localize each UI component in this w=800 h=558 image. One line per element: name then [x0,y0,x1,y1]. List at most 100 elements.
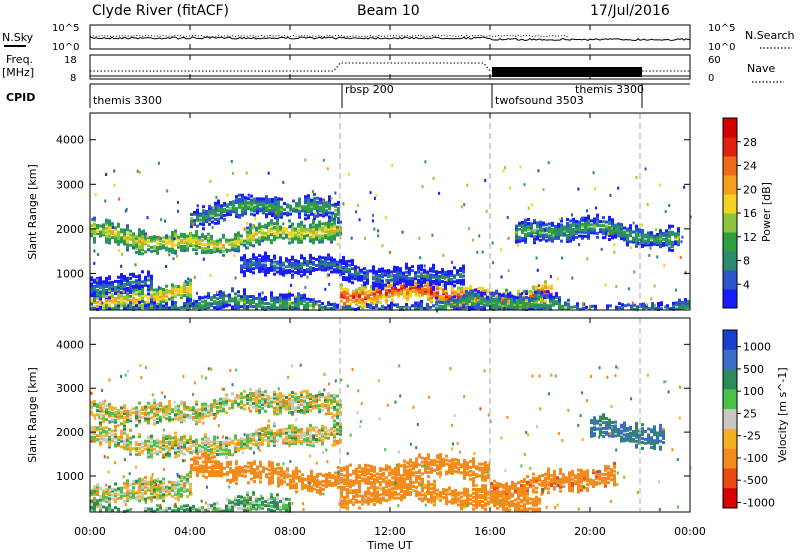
heatmap-cell [327,437,330,440]
heatmap-cell [240,406,243,409]
heatmap-cell [321,433,324,436]
heatmap-cell [258,388,261,391]
heatmap-cell [123,500,126,503]
heatmap-cell [664,306,666,309]
heatmap-cell [465,306,468,309]
heatmap-cell [189,445,192,448]
heatmap-cell [212,226,214,229]
heatmap-cell [168,236,171,239]
heatmap-cell [138,447,141,450]
heatmap-cell [165,234,168,237]
colorbar-tick-label: 16 [743,207,757,220]
heatmap-cell [147,444,150,447]
heatmap-cell [545,233,548,236]
power-ylabel: Slant Range [km] [26,164,39,260]
heatmap-cell [552,234,554,237]
nave-tick-top: 60 [708,55,721,66]
heatmap-cell [447,300,450,303]
heatmap-cell [264,427,267,430]
heatmap-cell [558,296,561,299]
heatmap-cell [289,225,291,228]
heatmap-cell [310,199,313,202]
heatmap-cell [138,410,141,413]
heatmap-cell [635,176,637,179]
heatmap-cell [292,200,295,203]
heatmap-cell [117,289,120,292]
heatmap-cell [408,267,411,270]
y-tick-label: 3000 [56,178,84,191]
heatmap-cell [135,304,138,307]
heatmap-cell [471,289,474,292]
heatmap-cell [372,219,374,222]
heatmap-cell [196,225,199,228]
heatmap-cell [129,244,132,247]
heatmap-cell [255,256,258,259]
heatmap-cell [585,306,588,309]
heatmap-cell [627,303,630,306]
heatmap-cell [222,441,225,444]
heatmap-cell [177,307,180,310]
heatmap-cell [665,210,667,213]
heatmap-cell [323,159,325,162]
cpid-label: CPID [6,91,35,104]
heatmap-cell [466,287,469,290]
heatmap-cell [96,409,99,412]
heatmap-cell [120,411,123,414]
heatmap-cell [105,219,108,222]
heatmap-cell [330,271,333,274]
heatmap-cell [117,294,119,297]
heatmap-cell [258,405,261,408]
heatmap-cell [306,268,309,271]
heatmap-cell [453,284,456,287]
heatmap-cell [120,422,123,425]
heatmap-cell [287,260,289,263]
heatmap-cell [291,399,294,402]
heatmap-cell [659,184,661,187]
heatmap-cell [303,400,306,403]
heatmap-cell [249,223,252,226]
heatmap-cell [123,482,126,485]
heatmap-cell [93,223,96,226]
heatmap-cell [165,435,168,438]
heatmap-cell [291,294,294,297]
heatmap-cell [222,254,225,257]
heatmap-cell [439,287,442,290]
heatmap-cell [513,306,516,309]
heatmap-cell [282,395,285,398]
heatmap-cell [120,273,123,276]
heatmap-cell [432,280,435,283]
heatmap-cell [321,409,324,412]
heatmap-cell [261,407,264,410]
heatmap-cell [114,232,117,235]
heatmap-cell [636,305,639,308]
heatmap-cell [177,405,180,408]
heatmap-cell [546,294,549,297]
heatmap-cell [324,436,327,439]
nave-tick-bottom: 0 [708,73,714,84]
heatmap-cell [123,428,126,431]
heatmap-cell [450,297,453,300]
heatmap-cell [660,301,663,304]
heatmap-cell [611,218,614,221]
heatmap-cell [364,291,367,294]
heatmap-cell [297,410,300,413]
heatmap-cell [99,402,102,405]
heatmap-cell [276,296,279,299]
heatmap-cell [197,204,199,207]
heatmap-cell [303,269,306,272]
heatmap-cell [433,292,436,295]
heatmap-cell [183,435,186,438]
heatmap-cell [240,400,243,403]
heatmap-cell [208,205,211,208]
heatmap-cell [429,273,432,276]
heatmap-cell [213,306,216,309]
heatmap-cell [192,234,195,237]
heatmap-cell [654,285,656,288]
heatmap-cell [225,456,228,459]
heatmap-cell [108,436,111,439]
heatmap-cell [168,253,170,256]
heatmap-cell [228,249,231,252]
heatmap-cell [143,229,145,232]
heatmap-cell [243,396,246,399]
heatmap-cell [209,180,211,183]
